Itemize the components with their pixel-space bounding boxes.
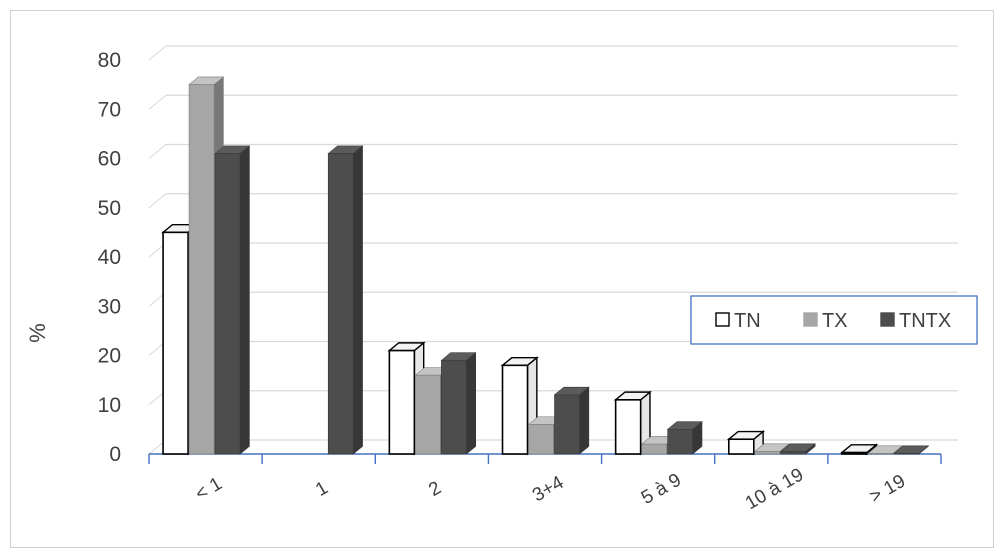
bar-front [841, 451, 868, 455]
bar-tntx-1 [327, 145, 364, 455]
bar-front [162, 231, 189, 455]
legend-item-tntx: TNTX [880, 310, 951, 332]
bar-side [579, 386, 590, 455]
bar-front [214, 153, 241, 455]
legend-item-tn: TN [715, 310, 761, 332]
bar-chart: 0 10 20 30 40 50 60 70 80 < 1 1 2 3+4 5 à 9 10 à 19 > 1… [25, 45, 978, 514]
bar-tn-4 [613, 390, 652, 456]
legend: TN TX TNTX [690, 295, 978, 345]
bar-front [501, 364, 529, 455]
x-tick-label: 3+4 [529, 472, 568, 507]
bar-side [466, 352, 477, 455]
bar-side [352, 145, 363, 455]
y-tick-label: 30 [98, 295, 121, 318]
bar-front [867, 453, 894, 455]
y-tick-label: 10 [98, 394, 121, 417]
bar-tn-6 [839, 443, 879, 456]
legend-item-tx: TX [803, 310, 848, 332]
gridline-depth [148, 193, 167, 209]
bar-front [528, 424, 554, 455]
x-tick-label: 5 à 9 [638, 470, 685, 509]
legend-swatch [803, 312, 818, 327]
bar-front [727, 438, 755, 455]
legend-swatch [880, 312, 895, 327]
bar-front [415, 374, 441, 455]
grid-layer [148, 45, 958, 455]
gridline-depth [148, 144, 167, 159]
x-tick-label: 10 à 19 [742, 464, 807, 514]
gridline-depth [148, 94, 167, 110]
bar-tntx-3 [553, 386, 590, 455]
gridline-depth [148, 45, 167, 61]
bar-front [893, 453, 920, 455]
legend-swatch [715, 312, 730, 327]
y-tick-label: 20 [98, 345, 121, 368]
bar-front [327, 153, 354, 455]
legend-label: TN [734, 310, 761, 332]
bar-tntx-2 [440, 352, 477, 455]
y-tick-label: 60 [98, 148, 121, 171]
bar-tntx-5 [779, 443, 816, 455]
bar-tntx-4 [666, 421, 703, 455]
bar-front [754, 451, 781, 455]
bar-tntx-6 [893, 445, 930, 455]
x-tick-label: 2 [425, 477, 445, 500]
legend-label: TNTX [899, 310, 951, 332]
bar-front [614, 399, 642, 455]
bar-front [641, 443, 667, 455]
y-tick-label: 40 [98, 246, 121, 269]
x-tick-label: 1 [312, 477, 332, 500]
y-axis-label: % [25, 323, 50, 343]
axis-layer [148, 453, 942, 464]
bar-front [188, 84, 215, 455]
y-tick-label: 0 [109, 443, 121, 466]
bar-tntx-0 [214, 145, 251, 455]
bar-side [239, 145, 250, 455]
bar-front [554, 394, 580, 455]
x-tick-label: < 1 [192, 473, 226, 505]
chart-frame: 0 10 20 30 40 50 60 70 80 < 1 1 2 3+4 5 à 9 10 à 19 > 1… [10, 10, 994, 548]
bar-tx-6 [867, 445, 904, 455]
bars-layer [161, 76, 930, 456]
y-tick-label: 50 [98, 197, 121, 220]
bar-tn-5 [726, 430, 766, 456]
y-tick-label: 80 [98, 49, 121, 72]
legend-label: TX [822, 310, 848, 332]
bar-front [667, 429, 693, 455]
bar-front [441, 360, 467, 455]
bar-front [780, 451, 807, 455]
bar-front [388, 349, 416, 455]
x-tick-label: > 19 [866, 471, 909, 508]
legend-box [690, 295, 978, 345]
y-tick-label: 70 [98, 98, 121, 121]
